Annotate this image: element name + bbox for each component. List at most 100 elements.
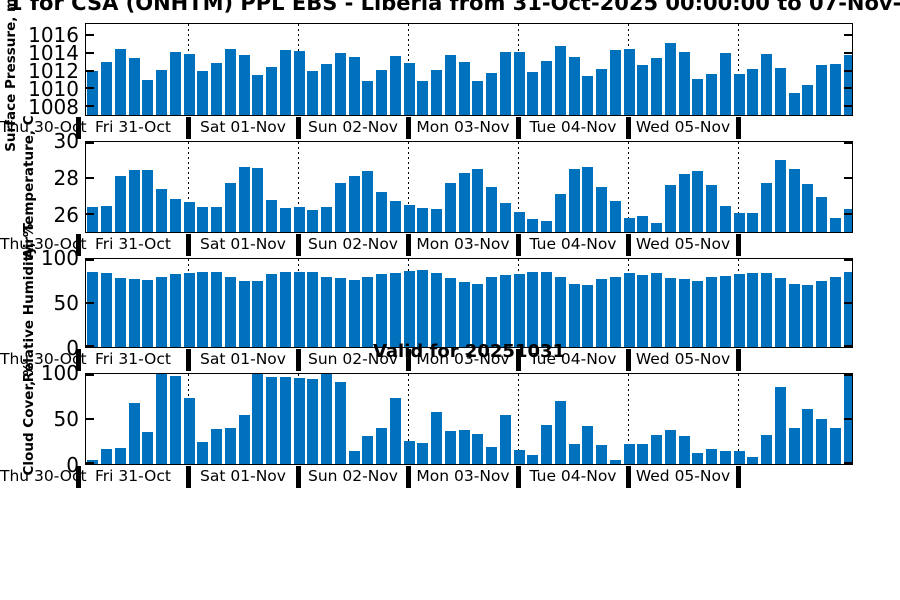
data-bar [568,283,580,347]
day-boundary-tick [405,349,411,371]
data-bar [444,54,456,115]
data-bar [431,208,442,232]
data-bar [623,217,635,232]
y-tick-label: 1012 [28,58,79,83]
day-boundary-tick [295,466,301,488]
data-bar [706,185,717,232]
data-bar [788,92,800,115]
data-bar [334,53,346,115]
data-bar [774,386,786,464]
day-label: Wed 05-Nov [635,467,731,485]
data-bar [637,274,649,347]
data-bar [651,58,662,115]
data-bar [348,280,360,347]
day-boundary-tick [75,466,81,488]
data-bar [279,207,291,232]
data-bar [486,446,497,464]
data-bar [252,75,264,115]
data-bar [458,281,470,347]
data-bar [747,69,759,115]
y-tick-mark [844,374,852,376]
data-bar [609,201,621,232]
data-bar [114,278,126,347]
data-bar [266,199,277,232]
day-boundary-tick [515,234,521,256]
data-bar [802,285,814,347]
data-bar [541,61,552,115]
data-bar [307,272,319,347]
y-tick-label: 30 [53,129,79,153]
data-bar [362,80,374,115]
day-boundary-tick [735,466,741,488]
x-axis-band-2: Thu 30-Oct Fri 31-Oct Sat 01-Nov Sun 02-Nov… [0,233,900,258]
data-bar [651,435,662,464]
day-boundary-tick [405,466,411,488]
data-bar [472,169,484,232]
data-bar [733,74,745,115]
data-bar [802,409,814,464]
data-bar [678,279,690,347]
data-bar [156,69,167,115]
y-tick-mark [844,462,852,464]
data-bar [623,48,635,115]
data-bar [307,378,319,464]
day-boundary-gridline [628,142,629,232]
data-bar [472,80,484,115]
day-boundary-tick [735,349,741,371]
day-label: Fri 31-Oct [95,467,171,485]
y-tick-label: 100 [40,361,79,385]
data-bar [541,425,552,464]
day-label: Tue 04-Nov [529,118,617,136]
data-bar [252,168,264,232]
day-label: Sat 01-Nov [200,350,286,368]
data-bar [156,276,167,347]
data-bar [596,187,607,232]
data-bar [348,176,360,232]
day-boundary-tick [625,117,631,139]
day-boundary-gridline [518,142,519,232]
data-bar [513,212,525,232]
day-label: Sun 02-Nov [308,467,398,485]
y-tick-mark [86,177,94,179]
data-bar [486,277,497,347]
data-bar [431,411,442,464]
data-bar [637,215,649,232]
y-tick-mark [86,418,94,420]
data-bar [334,183,346,232]
data-bar [692,170,704,232]
x-axis-start-label: Thu 30-Oct [0,350,87,368]
data-bar [816,281,827,347]
data-bar [829,217,841,232]
data-bar [321,276,332,347]
day-label: Mon 03-Nov [416,350,510,368]
y-tick-mark [86,69,94,72]
day-boundary-tick [75,117,81,139]
data-bar [293,51,305,115]
data-bar [224,428,236,464]
y-tick-label: 1010 [28,76,79,101]
data-bar [651,273,662,347]
humidity-panel [85,258,853,348]
y-tick-label: 28 [53,165,79,190]
data-bar [142,431,154,464]
day-boundary-tick [625,466,631,488]
day-boundary-gridline [408,142,409,232]
day-label: Fri 31-Oct [95,350,171,368]
data-bar [224,277,236,347]
data-bar [816,419,827,464]
x-axis-start-label: Thu 30-Oct [0,467,87,485]
data-bar [678,436,690,464]
data-bar [417,80,429,115]
data-bar [403,205,415,232]
data-bar [389,398,401,464]
data-bar [816,196,827,232]
day-boundary-gridline [738,374,739,464]
day-boundary-gridline [188,142,189,232]
y-tick-mark [844,213,852,215]
day-label: Mon 03-Nov [416,118,510,136]
data-bar [362,170,374,232]
data-bar [554,46,566,115]
data-bar [774,160,786,232]
y-tick-mark [844,177,852,179]
humidity-plot-area [86,259,852,347]
